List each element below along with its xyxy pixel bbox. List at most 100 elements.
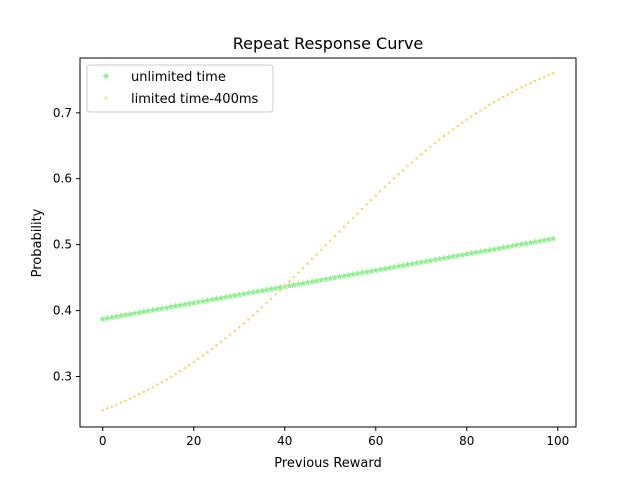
y-axis-label: Probability [30,208,45,277]
data-point [297,271,300,274]
data-point [269,297,273,301]
data-point [424,149,428,152]
data-point [429,145,432,149]
x-tick-label: 0 [99,434,107,448]
data-point [178,369,182,373]
data-point [328,239,332,243]
data-point [342,225,346,229]
data-point [365,203,368,206]
data-point [247,318,250,321]
data-point [274,293,277,296]
x-tick-label: 60 [368,434,383,448]
data-point [115,403,118,406]
data-point [474,112,478,115]
x-tick-label: 20 [186,434,201,448]
data-point [265,301,268,305]
data-point [406,164,409,168]
data-point [324,244,328,247]
data-point [128,397,132,400]
data-point [242,321,246,325]
data-point [101,408,105,412]
y-axis: 0.3 0.4 0.5 0.6 0.7 [53,106,80,383]
data-point [137,392,141,396]
data-point [388,181,391,185]
data-point [206,351,209,354]
data-point [510,90,514,94]
data-point [292,275,296,279]
data-point [447,131,450,134]
data-point [549,234,557,242]
data-point [124,399,127,402]
data-point [160,380,164,384]
data-point [456,124,459,128]
series-unlimited-time [99,234,557,323]
data-point [224,337,227,340]
y-tick-label: 0.3 [53,369,72,383]
data-point [433,141,437,145]
data-point [438,138,441,141]
data-point [215,344,218,347]
data-point [183,366,186,370]
data-point [119,401,123,404]
data-point [283,284,287,288]
data-point [110,405,114,408]
x-tick-label: 100 [546,434,569,448]
data-point [392,177,396,180]
data-point [401,168,405,172]
x-tick-label: 80 [459,434,474,448]
data-point [146,388,150,391]
data-point [197,357,200,361]
data-point [419,153,423,156]
y-tick-label: 0.5 [53,238,72,252]
data-point [369,198,373,202]
data-point [547,73,550,77]
legend-marker-limited-time-400ms [104,96,108,100]
data-point [347,221,350,224]
dot-marker-icon [104,96,108,100]
data-point [379,190,382,193]
data-point [551,71,555,75]
legend-label-unlimited-time: unlimited time [131,70,226,85]
data-point [479,109,482,112]
data-point [228,333,232,336]
data-point [410,160,414,164]
data-point [306,262,309,265]
data-point [301,266,305,270]
data-point [451,127,455,131]
data-point [374,194,378,198]
data-point [187,363,191,367]
data-point [106,407,109,410]
data-point [351,216,355,220]
data-point [524,83,528,87]
data-point [465,118,469,121]
data-point [319,248,323,252]
data-point [497,98,500,101]
data-point [333,234,337,238]
legend-marker-unlimited-time [102,72,110,80]
data-point [470,115,473,118]
data-point [278,288,282,292]
x-axis: 0 20 40 60 80 100 [99,427,569,448]
legend: unlimited time limited time-400ms [86,64,274,113]
data-point [288,280,291,283]
data-point [415,157,419,160]
data-point [492,100,496,104]
data-point [201,354,205,357]
data-point [529,81,532,85]
data-point [515,88,519,91]
data-point [165,378,168,381]
data-point [488,103,491,107]
data-point [383,185,387,189]
data-point [210,347,214,351]
y-tick-label: 0.6 [53,172,72,186]
axes-frame [79,57,577,428]
data-point [356,212,359,215]
data-point [310,257,314,261]
data-point [133,395,136,398]
data-point [501,95,505,99]
data-point [192,360,196,364]
data-point [156,383,159,386]
data-point [520,86,523,89]
data-point [237,325,241,329]
